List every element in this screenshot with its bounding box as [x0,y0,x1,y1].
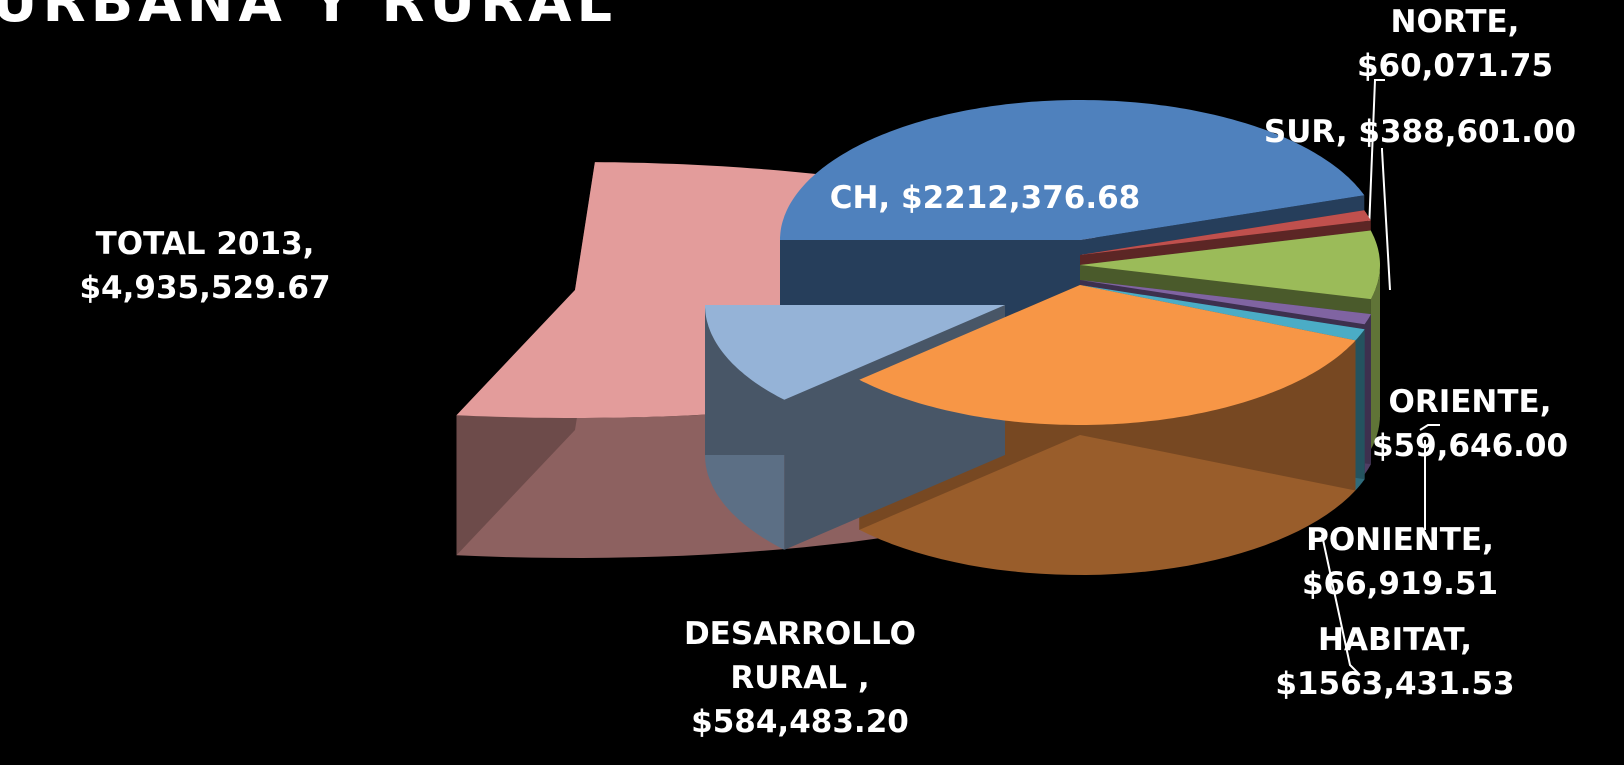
label-category: TOTAL 2013 [95,226,303,262]
label-value: $66,919.51 [1301,566,1499,602]
slice [1080,280,1371,325]
data-label: SUR, $388,601.00 [1220,110,1620,154]
label-value: $584,483.20 [691,704,909,740]
slice [1080,285,1365,341]
slice-side [859,340,1356,575]
data-label: NORTE, $60,071.75 [1325,0,1585,88]
label-category: DESARROLLO RURAL [683,616,917,696]
label-separator: , [857,660,870,696]
data-label: PONIENTE, $66,919.51 [1280,518,1520,606]
label-value: $60,071.75 [1356,48,1554,84]
label-separator: , [302,226,315,262]
leader-line [1321,534,1361,676]
label-category: NORTE [1390,4,1508,40]
label-value: $4,935,529.67 [79,270,331,306]
chart-title: URBANA Y RURAL [0,0,618,35]
slice-side [1371,265,1380,450]
leader-line [1367,79,1385,256]
label-category: PONIENTE [1306,522,1483,558]
slice [1080,210,1371,255]
leader-line [1419,424,1440,431]
label-value: $1563,431.53 [1275,666,1515,702]
label-value: $388,601.00 [1358,114,1577,150]
data-label: CH, $2212,376.68 [685,176,1285,220]
label-category: HABITAT [1318,622,1461,658]
label-value: $59,646.00 [1371,428,1569,464]
data-label: DESARROLLO RURAL , $584,483.20 [665,612,935,744]
pie-tops [705,100,1380,425]
label-category: CH [829,180,879,216]
slice [859,285,1356,425]
label-category: ORIENTE [1388,384,1540,420]
label-separator: , [1335,114,1348,150]
label-separator: , [1460,622,1472,658]
slice [705,305,1005,400]
label-category: SUR [1263,114,1336,150]
leader-lines [1321,79,1440,676]
label-value: $2212,376.68 [901,180,1141,216]
slice [780,100,1365,240]
slice [1080,230,1380,300]
data-label: TOTAL 2013, $4,935,529.67 [55,222,355,310]
label-separator: , [878,180,891,216]
data-label: ORIENTE, $59,646.00 [1370,380,1570,468]
data-label: HABITAT, $1563,431.53 [1265,618,1525,706]
label-separator: , [1482,522,1494,558]
leader-line [1381,148,1391,291]
label-separator: , [1507,4,1520,40]
label-separator: , [1539,384,1552,420]
